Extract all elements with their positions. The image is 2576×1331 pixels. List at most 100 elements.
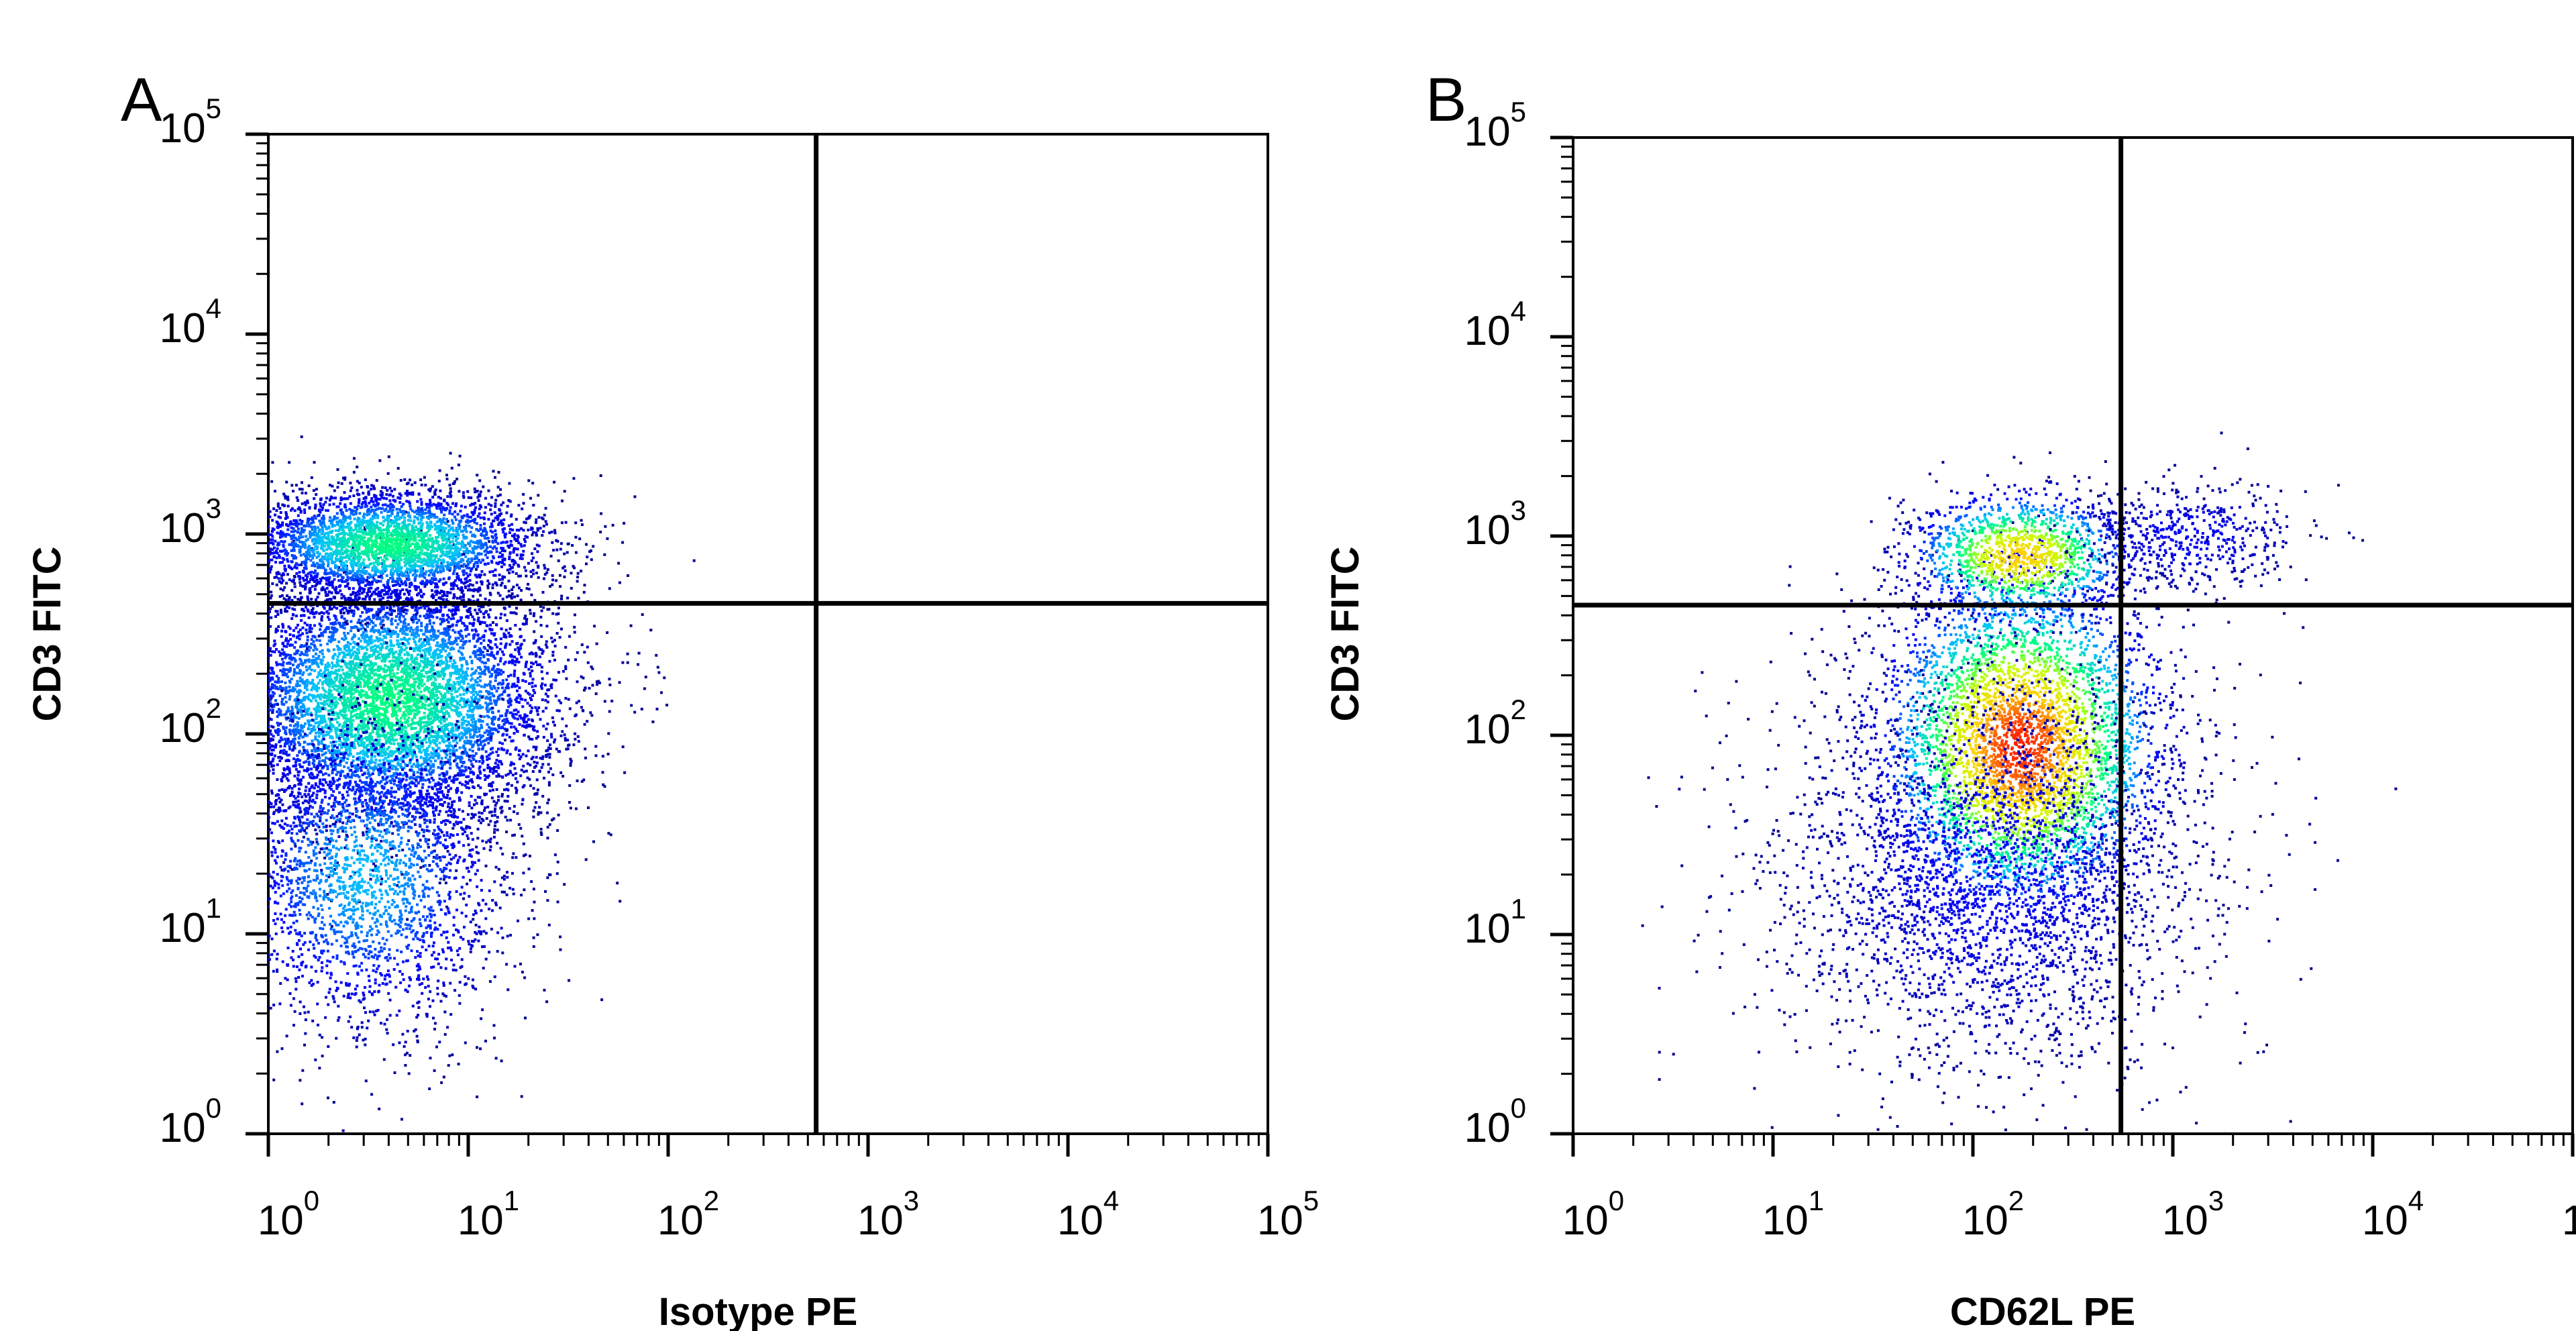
event-dot	[276, 733, 280, 737]
event-dot	[323, 708, 327, 710]
event-dot	[270, 792, 274, 795]
event-dot	[278, 759, 282, 762]
event-dot	[217, 763, 219, 765]
event-dot	[373, 755, 376, 758]
event-dot	[376, 666, 380, 670]
event-dot	[406, 633, 409, 636]
event-dot	[164, 810, 166, 812]
event-dot	[391, 666, 394, 669]
event-dot	[453, 610, 457, 614]
event-dot	[470, 678, 473, 682]
event-dot	[260, 804, 263, 806]
event-dot	[450, 806, 453, 809]
event-dot	[445, 810, 448, 814]
event-dot	[390, 767, 394, 770]
event-dot	[374, 765, 377, 768]
event-dot	[331, 718, 335, 721]
event-dot	[539, 684, 543, 688]
event-dot	[484, 750, 488, 753]
event-dot	[347, 733, 351, 736]
event-dot	[329, 709, 333, 712]
event-dot	[486, 758, 489, 761]
event-dot	[443, 763, 446, 765]
event-dot	[429, 742, 432, 745]
event-dot	[339, 681, 343, 684]
event-dot	[451, 629, 455, 632]
event-dot	[555, 709, 559, 712]
event-dot	[237, 600, 239, 602]
event-dot	[439, 632, 442, 635]
event-dot	[377, 706, 380, 710]
event-dot	[345, 609, 349, 613]
event-dot	[269, 702, 272, 705]
event-dot	[362, 694, 366, 697]
event-dot	[401, 849, 405, 851]
event-dot	[565, 725, 568, 728]
event-dot	[451, 623, 454, 627]
event-dot	[284, 686, 288, 689]
event-dot	[418, 720, 421, 723]
event-dot	[337, 647, 341, 650]
event-dot	[437, 710, 441, 713]
event-dot	[272, 810, 276, 814]
event-dot	[255, 722, 258, 725]
event-dot	[602, 783, 605, 786]
event-dot	[249, 687, 252, 690]
event-dot	[443, 718, 446, 721]
event-dot	[551, 773, 555, 776]
event-dot	[561, 717, 564, 721]
event-dot	[388, 739, 392, 743]
event-dot	[641, 613, 644, 617]
event-dot	[531, 533, 534, 537]
event-dot	[462, 700, 466, 703]
event-dot	[418, 680, 421, 683]
event-dot	[345, 679, 348, 682]
event-dot	[394, 584, 397, 586]
event-dot	[338, 653, 341, 655]
event-dot	[264, 710, 266, 712]
event-dot	[433, 716, 435, 719]
event-dot	[397, 784, 400, 787]
event-dot	[443, 707, 446, 710]
event-dot	[231, 777, 234, 780]
event-dot	[167, 680, 170, 683]
event-dot	[419, 659, 423, 663]
event-dot	[378, 748, 381, 751]
event-dot	[380, 659, 384, 663]
event-dot	[328, 786, 331, 790]
event-dot	[383, 570, 386, 573]
event-dot	[368, 622, 371, 625]
event-dot	[347, 691, 351, 694]
event-dot	[409, 786, 412, 789]
event-dot	[244, 675, 247, 678]
event-dot	[523, 639, 526, 642]
event-dot	[284, 653, 287, 656]
event-dot	[490, 651, 494, 654]
event-dot	[538, 655, 541, 659]
event-dot	[449, 625, 453, 628]
event-dot	[495, 645, 498, 649]
event-dot	[527, 718, 530, 721]
event-dot	[412, 629, 415, 632]
event-dot	[501, 597, 504, 600]
event-dot	[255, 621, 258, 624]
event-dot	[510, 722, 513, 725]
event-dot	[581, 709, 584, 712]
event-dot	[478, 767, 481, 770]
event-dot	[458, 781, 462, 784]
event-dot	[413, 614, 416, 617]
event-dot	[231, 602, 233, 605]
event-dot	[260, 738, 263, 741]
event-dot	[250, 659, 252, 661]
event-dot	[256, 699, 258, 702]
event-dot	[289, 717, 292, 721]
event-dot	[483, 685, 486, 688]
event-dot	[260, 686, 262, 689]
event-dot	[429, 709, 432, 712]
event-dot	[231, 759, 234, 761]
event-dot	[463, 642, 466, 645]
event-dot	[202, 660, 205, 663]
event-dot	[364, 782, 368, 786]
event-dot	[234, 739, 237, 742]
event-dot	[268, 769, 271, 772]
